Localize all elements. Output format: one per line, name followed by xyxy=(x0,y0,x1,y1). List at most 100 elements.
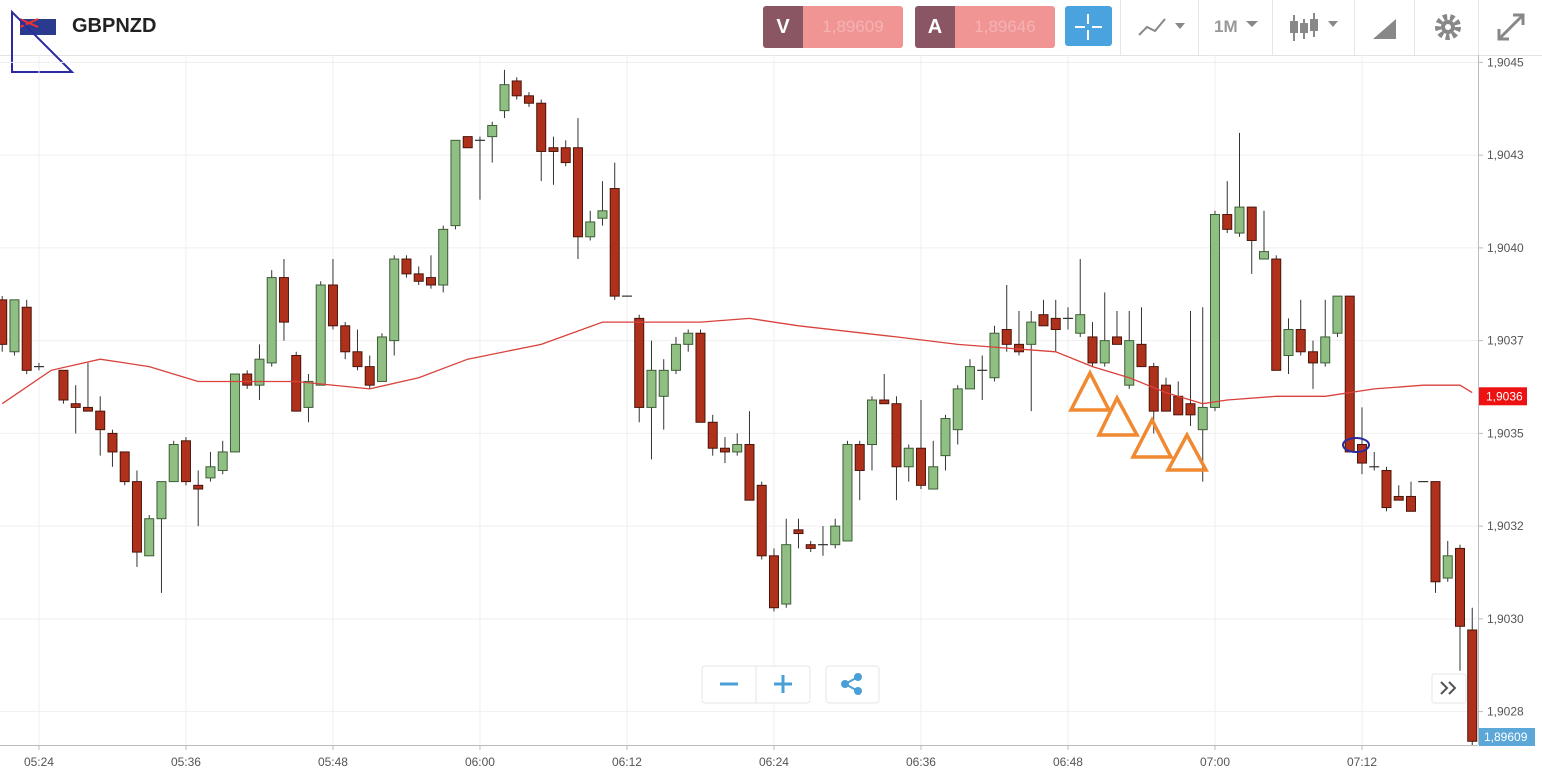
candle-body xyxy=(1013,343,1024,353)
candle-body xyxy=(1258,251,1269,260)
candle-body xyxy=(1320,336,1331,364)
grid-layer xyxy=(0,55,1478,745)
icon xyxy=(1497,13,1525,41)
candle-body xyxy=(376,336,387,382)
candle-body xyxy=(144,518,155,557)
separator xyxy=(1354,0,1355,55)
candle-body xyxy=(952,388,963,431)
y-tick-label: 1,9045 xyxy=(1487,55,1524,69)
candle-body xyxy=(1050,317,1061,331)
y-tick-label: 1,9043 xyxy=(1487,148,1524,162)
candle-body xyxy=(940,418,951,457)
caret xyxy=(1246,21,1258,27)
candle-body xyxy=(1001,329,1012,345)
scroll-end-box xyxy=(1431,673,1467,704)
candle-body xyxy=(830,525,841,546)
x-tick-label: 06:36 xyxy=(906,755,936,769)
candle-body xyxy=(229,373,240,453)
candle-body xyxy=(438,228,449,286)
candle-body xyxy=(401,258,412,275)
candle-body xyxy=(854,444,865,471)
separator xyxy=(1198,0,1199,55)
candle-body xyxy=(756,484,767,557)
candle-body xyxy=(9,299,20,353)
sell-price: 1,89609 xyxy=(803,6,903,48)
x-tick-label: 05:24 xyxy=(24,755,54,769)
timeframe[interactable]: 1M xyxy=(1214,17,1238,36)
candle-body xyxy=(131,481,142,553)
annotation-layer xyxy=(1068,369,1370,472)
candle-body xyxy=(634,317,645,408)
candle-body xyxy=(523,95,534,104)
flag-cross xyxy=(19,18,39,28)
candle-body xyxy=(560,147,571,164)
candle-body xyxy=(732,444,743,453)
share-box xyxy=(825,665,880,704)
x-tick-label: 05:48 xyxy=(318,755,348,769)
y-tick-label: 1,9035 xyxy=(1487,426,1524,440)
candle-body xyxy=(119,451,130,483)
candle-body xyxy=(156,481,167,520)
gear-hole xyxy=(1445,24,1451,30)
y-tick-label: 1,9037 xyxy=(1487,334,1524,348)
candle-body xyxy=(1307,351,1318,364)
candle-body xyxy=(95,410,106,431)
candle-body xyxy=(1075,314,1086,334)
triangle-drawing xyxy=(11,9,75,73)
candle-body xyxy=(193,484,204,490)
candle-body xyxy=(903,447,914,468)
candle-body xyxy=(1087,336,1098,364)
candle-body xyxy=(180,440,191,483)
candle-body xyxy=(21,306,32,371)
candle-body xyxy=(413,273,424,282)
candle-body xyxy=(572,147,583,238)
candle-body xyxy=(499,84,510,112)
drawing-button[interactable] xyxy=(1370,13,1400,43)
sell-button[interactable]: V 1,89609 xyxy=(763,6,903,48)
crosshair-button[interactable] xyxy=(1065,6,1113,48)
share-button[interactable] xyxy=(841,673,862,695)
candle-body xyxy=(82,406,93,412)
last-price-label: 1,9036 xyxy=(1486,389,1523,403)
candle-body xyxy=(891,403,902,468)
candle-body xyxy=(719,447,730,453)
candle-body xyxy=(609,188,620,297)
crosshair-icon xyxy=(1075,14,1102,40)
candle-body xyxy=(805,544,816,549)
settings-button[interactable] xyxy=(1432,11,1464,43)
candle-type-button[interactable] xyxy=(1288,11,1348,45)
candle-body xyxy=(842,444,853,542)
candle-body xyxy=(1124,340,1135,386)
candle-body xyxy=(70,403,81,408)
candle-body xyxy=(695,332,706,423)
chart-type-button[interactable] xyxy=(1135,13,1195,43)
candle-body xyxy=(107,432,118,453)
y-tick-label: 1,9032 xyxy=(1487,519,1524,533)
candle-body xyxy=(928,466,939,490)
candle-body xyxy=(915,447,926,486)
candle-body xyxy=(536,102,547,152)
candle-body xyxy=(242,373,253,386)
share-dot xyxy=(854,687,862,695)
candle-body xyxy=(1283,329,1294,356)
candle-body xyxy=(1405,495,1416,512)
scroll-end-button[interactable] xyxy=(1440,681,1457,695)
buy-label: A xyxy=(915,6,955,48)
x-tick-label: 06:24 xyxy=(759,755,789,769)
candle-body xyxy=(1344,295,1355,453)
candle-body xyxy=(585,221,596,238)
candle-body xyxy=(1430,481,1441,583)
separator xyxy=(1120,0,1121,55)
candle-body xyxy=(597,210,608,219)
buy-button[interactable]: A 1,89646 xyxy=(915,6,1055,48)
zoom-in[interactable] xyxy=(774,675,792,693)
candle-body xyxy=(670,343,681,371)
candle-body xyxy=(1038,314,1049,327)
candle-body xyxy=(1234,206,1245,234)
candle-body xyxy=(548,147,559,152)
icon-body xyxy=(1310,19,1318,31)
triangle-annotations xyxy=(1068,369,1209,472)
candle-body xyxy=(58,369,69,401)
fullscreen-button[interactable] xyxy=(1495,11,1527,43)
